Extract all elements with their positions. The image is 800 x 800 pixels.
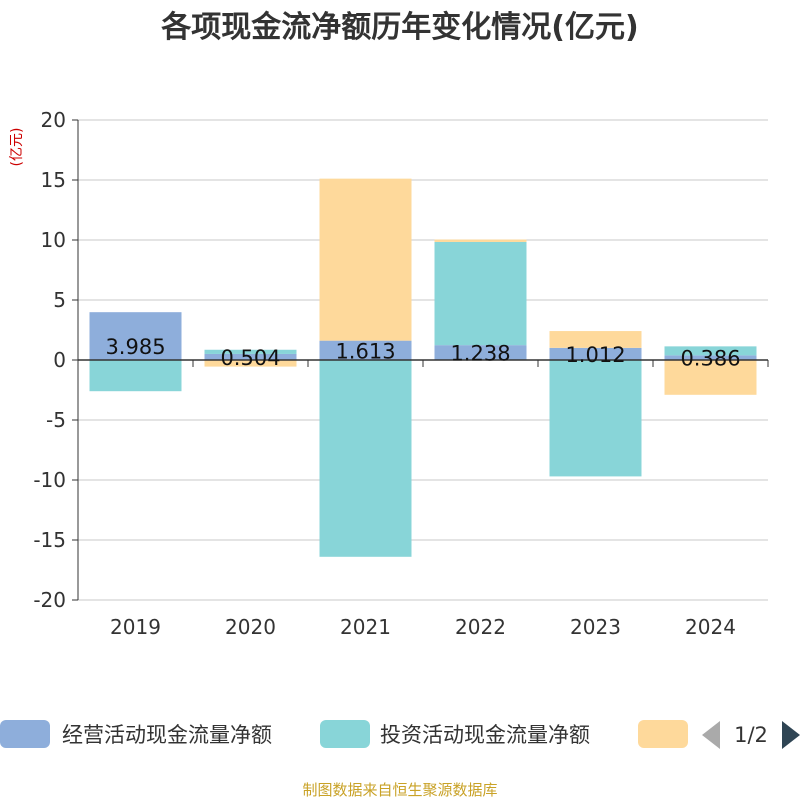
legend-swatch	[0, 720, 50, 748]
y-tick-label: 0	[53, 348, 66, 372]
bar-series3-2024	[664, 360, 757, 395]
bar-series3-2022	[434, 239, 527, 242]
legend-label: 经营活动现金流量净额	[62, 723, 272, 747]
y-tick-label: -20	[33, 588, 66, 612]
bars	[89, 178, 757, 557]
bar-series3-2020	[204, 360, 297, 367]
legend: 经营活动现金流量净额 投资活动现金流量净额 1/2	[0, 720, 800, 749]
y-tick-label: 5	[53, 288, 66, 312]
bar-series1-2023	[549, 347, 642, 360]
bar-series1-2020	[204, 353, 297, 360]
data-label: 0.504	[220, 346, 280, 370]
y-tick-label: -10	[33, 468, 66, 492]
legend-page-indicator: 1/2	[734, 723, 768, 747]
x-tick-label: 2022	[455, 615, 506, 639]
data-labels: 3.985 0.504 1.613 1.238 1.012 0.386	[105, 335, 740, 371]
y-tick-label: -15	[33, 528, 66, 552]
chart-title: 各项现金流净额历年变化情况(亿元)	[160, 10, 638, 45]
y-tick-label: 10	[41, 228, 66, 252]
data-source: 制图数据来自恒生聚源数据库	[302, 781, 497, 799]
y-tick-label: 15	[41, 168, 66, 192]
bar-series2-2024	[664, 346, 757, 356]
y-axis-unit: (亿元)	[9, 128, 25, 167]
bar-series2-2019	[89, 360, 182, 392]
bar-series1-2019	[89, 312, 182, 360]
data-label: 1.613	[335, 339, 395, 363]
data-label: 1.012	[565, 343, 625, 367]
bar-series1-2022	[434, 345, 527, 360]
x-tick-label: 2023	[570, 615, 621, 639]
x-tick-label: 2024	[685, 615, 736, 639]
bar-series2-2023	[549, 360, 642, 477]
bar-series2-2022	[434, 241, 527, 346]
x-tick-label: 2020	[225, 615, 276, 639]
data-label: 0.386	[680, 347, 740, 371]
y-tick-label: 20	[41, 108, 66, 132]
bar-series1-2021	[319, 340, 412, 360]
axes: 20 15 10 5 0 -5 -10 -15 -20 2019 2020 2021 2022 2023 2…	[33, 108, 769, 639]
x-tick-label: 2021	[340, 615, 391, 639]
bar-series3-2021	[319, 178, 412, 341]
bar-series1-2024	[664, 355, 757, 360]
data-label: 3.985	[105, 335, 165, 359]
bar-series2-2021	[319, 360, 412, 557]
y-tick-label: -5	[46, 408, 66, 432]
legend-swatch	[638, 720, 688, 748]
bar-series3-2023	[549, 331, 642, 348]
data-label: 1.238	[450, 342, 510, 366]
x-tick-label: 2019	[110, 615, 161, 639]
bar-series2-2020	[204, 349, 297, 354]
chevron-left-icon[interactable]	[702, 721, 720, 749]
chevron-right-icon[interactable]	[782, 721, 800, 749]
legend-swatch	[320, 720, 370, 748]
legend-label: 投资活动现金流量净额	[380, 723, 590, 747]
